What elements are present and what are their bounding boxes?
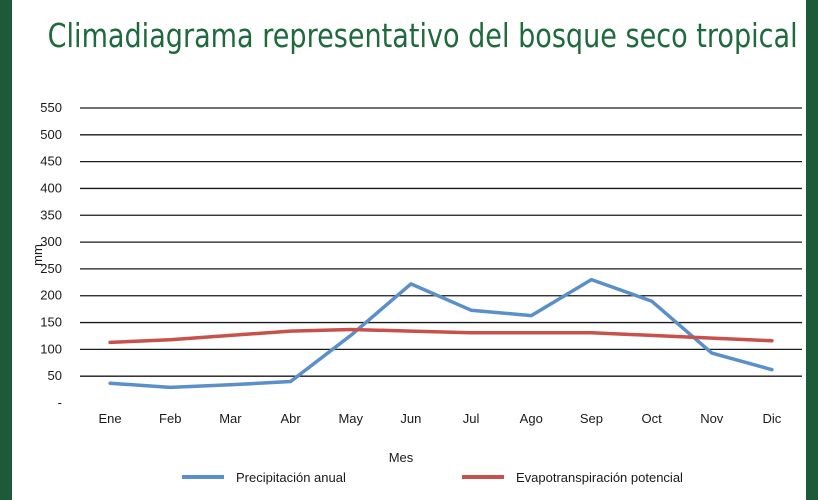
chart-panel: Climadiagrama representativo del bosque …: [12, 0, 806, 500]
y-tick-label: 550: [40, 100, 62, 115]
y-tick-label: 50: [48, 368, 62, 383]
y-tick-label: 200: [40, 288, 62, 303]
x-tick-labels: Ene Feb Mar Abr May Jun Jul Ago Sep Oct Nov Dic: [99, 411, 782, 426]
legend-label: Evapotranspiración potencial: [516, 470, 683, 485]
x-tick-label: Ene: [99, 411, 122, 426]
x-tick-label: Oct: [641, 411, 662, 426]
y-tick-label: 300: [40, 234, 62, 249]
chart-title: Climadiagrama representativo del bosque …: [47, 16, 798, 55]
y-tick-label: 150: [40, 315, 62, 330]
y-tick-label: 250: [40, 261, 62, 276]
y-tick-label: 450: [40, 154, 62, 169]
series-lines: [108, 277, 774, 390]
x-tick-label: Sep: [580, 411, 603, 426]
x-axis-label: Mes: [389, 450, 414, 465]
legend: Precipitación anual Evapotranspiración po…: [182, 470, 683, 485]
y-tick-label: 100: [40, 341, 62, 356]
x-tick-label: Jun: [400, 411, 421, 426]
y-tick-label: 400: [40, 180, 62, 195]
x-tick-label: Abr: [280, 411, 301, 426]
y-axis-label: mm: [30, 244, 45, 266]
x-tick-label: Jul: [463, 411, 480, 426]
x-tick-label: Feb: [159, 411, 181, 426]
x-tick-label: Dic: [763, 411, 782, 426]
series-line: [108, 277, 774, 390]
legend-label: Precipitación anual: [236, 470, 346, 485]
series-line: [108, 327, 774, 345]
y-tick-label: -: [58, 395, 62, 410]
y-tick-label: 500: [40, 127, 62, 142]
x-tick-label: Mar: [219, 411, 242, 426]
grid-lines: [80, 107, 802, 377]
x-tick-label: May: [338, 411, 363, 426]
x-tick-label: Nov: [700, 411, 724, 426]
x-tick-label: Ago: [520, 411, 543, 426]
chart-plot: - 50 100 150 200 250 300 350 400 450 500 550 Ene Feb…: [30, 100, 802, 485]
y-tick-labels: - 50 100 150 200 250 300 350 400 450 500 550: [40, 100, 62, 410]
y-tick-label: 350: [40, 207, 62, 222]
